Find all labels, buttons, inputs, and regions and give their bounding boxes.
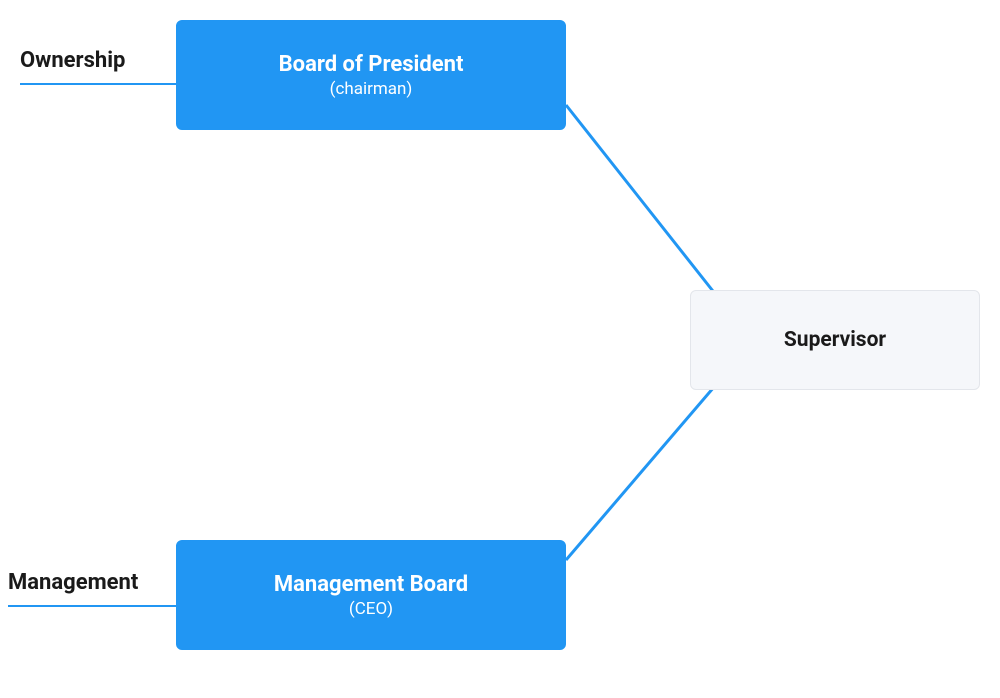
label-text: Management <box>8 570 138 595</box>
edge-board-to-supervisor <box>566 105 720 300</box>
node-board-of-president: Board of President(chairman) <box>176 20 566 130</box>
label-text: Ownership <box>20 48 125 73</box>
diagram-canvas: Ownership Management Board of President(ch… <box>0 0 1000 698</box>
node-title: Management Board <box>274 572 468 597</box>
node-supervisor: Supervisor <box>690 290 980 390</box>
node-title: Board of President <box>279 52 464 77</box>
label-ownership: Ownership <box>20 48 125 73</box>
node-subtitle: (CEO) <box>349 599 393 619</box>
node-title: Supervisor <box>784 328 886 352</box>
edge-management-to-supervisor <box>566 380 720 560</box>
label-management: Management <box>8 570 138 595</box>
node-subtitle: (chairman) <box>330 79 413 99</box>
node-management-board: Management Board(CEO) <box>176 540 566 650</box>
